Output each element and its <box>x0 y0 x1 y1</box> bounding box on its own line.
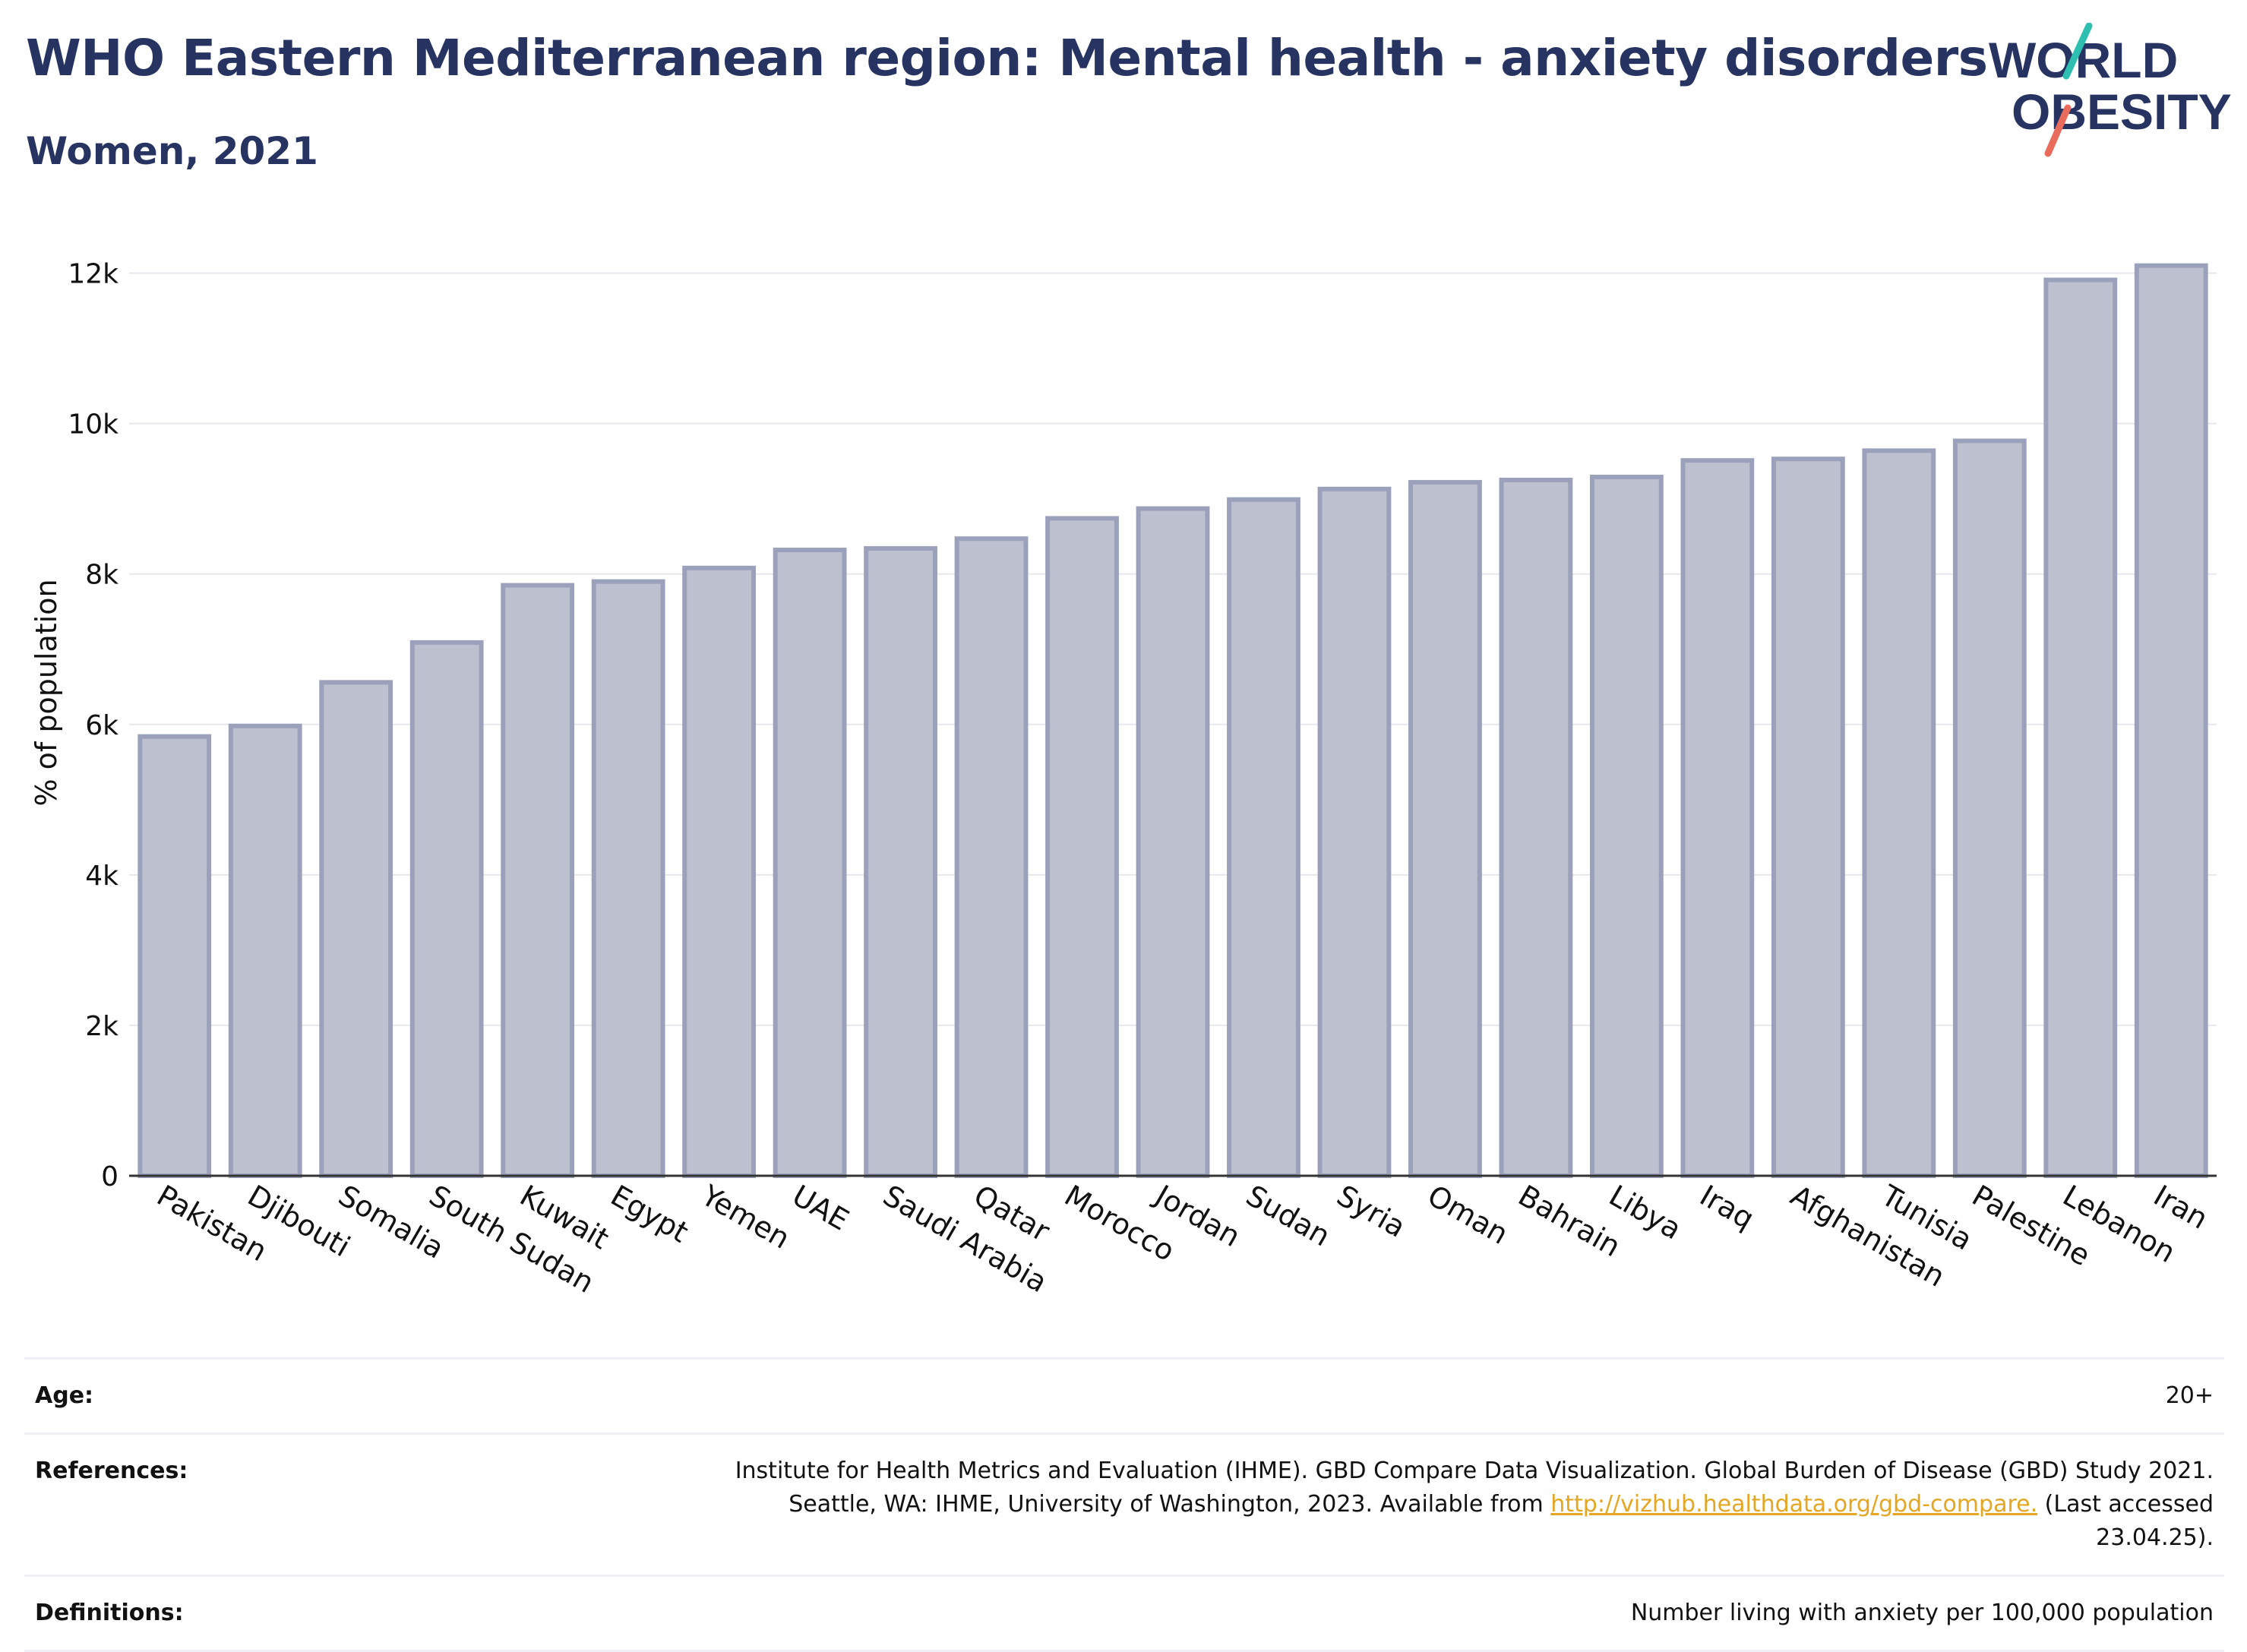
logo-slash-teal <box>2062 23 2093 80</box>
bar <box>1862 448 1936 1178</box>
bar <box>1952 438 2027 1178</box>
bar <box>1771 456 1845 1178</box>
y-tick-label: 8k <box>85 560 119 591</box>
age-value: 20+ <box>349 1357 2224 1435</box>
bar <box>1227 497 1300 1178</box>
bar <box>1499 477 1573 1178</box>
bar <box>682 565 757 1179</box>
bar <box>773 548 847 1178</box>
logo-slash-coral <box>2044 104 2072 157</box>
bar <box>1045 516 1119 1178</box>
bar <box>1680 458 1755 1178</box>
age-label: Age: <box>24 1357 349 1435</box>
bar <box>1589 474 1664 1179</box>
definitions-value: Number living with anxiety per 100,000 p… <box>349 1575 2224 1652</box>
y-tick-label: 10k <box>68 409 119 441</box>
meta-row-definitions: Definitions: Number living with anxiety … <box>24 1575 2224 1652</box>
bar <box>1317 486 1392 1178</box>
bar <box>228 723 302 1178</box>
x-tick-label: Bahrain <box>1512 1179 1626 1264</box>
references-text-1: Institute for Health Metrics and Evaluat… <box>735 1458 2214 1484</box>
references-value: Institute for Health Metrics and Evaluat… <box>349 1432 2224 1577</box>
y-axis-title: % of population <box>30 579 63 806</box>
bar <box>2134 263 2208 1178</box>
references-label: References: <box>24 1432 349 1577</box>
world-obesity-logo: WORLD OBESITY <box>1989 23 2232 157</box>
y-tick-label: 6k <box>85 710 119 741</box>
meta-row-age: Age: 20+ <box>24 1357 2224 1435</box>
references-text-3: (Last accessed <box>2044 1491 2214 1518</box>
x-tick-label: Oman <box>1422 1179 1514 1251</box>
bar <box>2043 277 2118 1179</box>
bar <box>1408 479 1482 1178</box>
definitions-label: Definitions: <box>24 1575 349 1652</box>
x-tick-label: Iraq <box>1694 1179 1759 1236</box>
x-tick-label: UAE <box>787 1179 855 1237</box>
references-text-4: 23.04.25). <box>2096 1524 2214 1551</box>
y-tick-label: 0 <box>101 1161 119 1192</box>
chart-subtitle: Women, 2021 <box>26 129 318 173</box>
bar-chart: 0 2k 4k 6k 8k 10k 12k PakistanDjiboutiSomaliaS… <box>30 259 2217 1300</box>
x-tick-label: Syria <box>1331 1179 1411 1244</box>
x-tick-label: Yemen <box>695 1178 795 1256</box>
bars <box>137 263 2208 1179</box>
bar <box>409 640 484 1178</box>
x-tick-label: Egypt <box>605 1179 694 1249</box>
metadata-table: Age: 20+ References: Institute for Healt… <box>24 1357 2224 1652</box>
references-link[interactable]: http://vizhub.healthdata.org/gbd-compare… <box>1550 1491 2038 1518</box>
y-tick-label: 12k <box>68 259 119 290</box>
bar <box>501 583 575 1178</box>
logo-line-obesity: OBESITY <box>2012 84 2232 140</box>
bar <box>954 536 1029 1178</box>
bar <box>591 579 665 1179</box>
y-axis: 0 2k 4k 6k 8k 10k 12k <box>68 259 119 1192</box>
x-tick-label: Sudan <box>1240 1179 1336 1253</box>
bar <box>137 734 212 1178</box>
bar <box>319 680 393 1178</box>
bar <box>1136 506 1210 1178</box>
bar <box>864 546 937 1178</box>
chart-title: WHO Eastern Mediterranean region: Mental… <box>26 29 1988 87</box>
references-text-2: Seattle, WA: IHME, University of Washing… <box>789 1491 1544 1518</box>
y-tick-label: 4k <box>85 861 119 892</box>
meta-row-references: References: Institute for Health Metrics… <box>24 1432 2224 1577</box>
y-tick-label: 2k <box>85 1011 119 1042</box>
